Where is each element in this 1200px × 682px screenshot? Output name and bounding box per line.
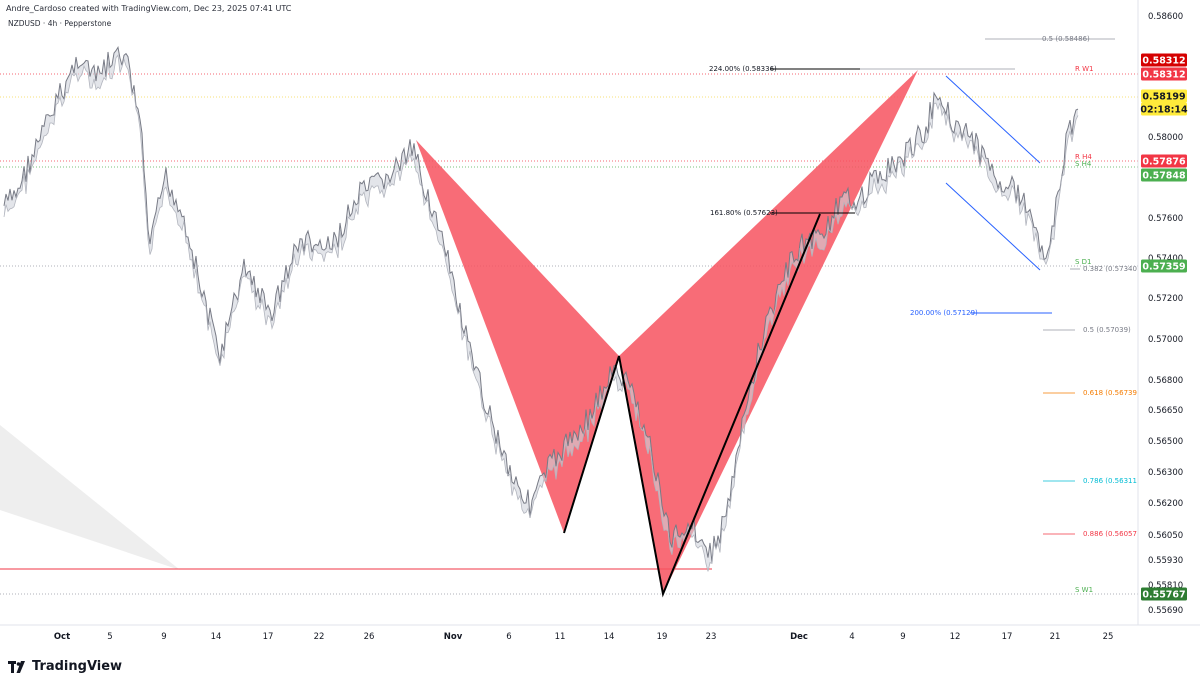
footer: TradingView bbox=[0, 652, 1200, 682]
x-tick-label: 26 bbox=[364, 632, 375, 642]
y-tick-label: 0.56800 bbox=[1148, 376, 1183, 386]
price-tag: 0.58312 bbox=[1141, 67, 1187, 81]
fib-label-5: 0.5 (0.57039) bbox=[1083, 326, 1131, 334]
y-tick-label: 0.56650 bbox=[1148, 406, 1183, 416]
x-tick-label: 17 bbox=[263, 632, 274, 642]
fib-label-1: 224.00% (0.58336) bbox=[709, 65, 777, 73]
x-tick-label: 19 bbox=[657, 632, 668, 642]
harmonic-xab-triangle bbox=[416, 140, 619, 533]
tradingview-logo-text: TradingView bbox=[32, 659, 123, 674]
tradingview-logo[interactable]: TradingView bbox=[8, 659, 122, 674]
price-tag: 0.57876 bbox=[1141, 154, 1187, 168]
x-tick-label: 4 bbox=[849, 632, 854, 642]
abcd-legs bbox=[563, 213, 821, 598]
fib-label-6: 0.618 (0.56739) bbox=[1083, 389, 1140, 397]
channel-upper bbox=[945, 75, 1041, 164]
price-tag-text: 0.57848 bbox=[1142, 171, 1186, 182]
x-tick-label: Nov bbox=[444, 632, 463, 642]
price-tag: 0.57848 bbox=[1141, 168, 1187, 182]
x-tick-label: 5 bbox=[107, 632, 112, 642]
fib-levels: 0.5 (0.58486) 224.00% (0.58336) 161.80% … bbox=[709, 35, 1140, 538]
level-label-1: R H4 bbox=[1075, 153, 1092, 161]
price-tag: 0.58312 bbox=[1141, 53, 1187, 67]
time-axis[interactable]: Oct 5 9 14 17 22 26 Nov 6 11 14 19 23 Dec 4 9 12 17 21 25 bbox=[0, 624, 1200, 642]
fib-label-4: 200.00% (0.57129) bbox=[910, 309, 978, 317]
tradingview-logo-icon bbox=[8, 660, 25, 673]
price-tag: 0.55767 bbox=[1141, 587, 1187, 601]
x-tick-label: 14 bbox=[211, 632, 222, 642]
y-tick-label: 0.56300 bbox=[1148, 468, 1183, 478]
y-tick-label: 0.56200 bbox=[1148, 499, 1183, 509]
y-tick-label: 0.55930 bbox=[1148, 556, 1183, 566]
price-chart[interactable]: 0.5 (0.58486) 224.00% (0.58336) 161.80% … bbox=[0, 0, 1200, 652]
price-axis[interactable]: 0.586000.584000.580000.578000.576000.574… bbox=[1137, 0, 1188, 625]
x-tick-label: 25 bbox=[1103, 632, 1114, 642]
price-tag-text: 0.57876 bbox=[1142, 157, 1186, 168]
x-tick-label: 12 bbox=[950, 632, 961, 642]
y-tick-label: 0.57000 bbox=[1148, 335, 1183, 345]
y-tick-label: 0.56500 bbox=[1148, 437, 1183, 447]
x-tick-label: 22 bbox=[314, 632, 325, 642]
price-tag: 0.57359 bbox=[1141, 259, 1187, 273]
y-tick-label: 0.55810 bbox=[1148, 581, 1183, 591]
x-tick-label: 6 bbox=[506, 632, 511, 642]
channel-lower bbox=[945, 182, 1041, 271]
fib-label-7: 0.786 (0.56311) bbox=[1083, 477, 1140, 485]
x-tick-label: 21 bbox=[1050, 632, 1061, 642]
x-tick-label: 23 bbox=[706, 632, 717, 642]
y-tick-label: 0.56050 bbox=[1148, 531, 1183, 541]
fib-label-2: 161.80% (0.57623) bbox=[710, 209, 778, 217]
price-tag-text: 02:18:14 bbox=[1140, 105, 1188, 116]
x-tick-label: 17 bbox=[1002, 632, 1013, 642]
price-tag-text: 0.58199 bbox=[1142, 92, 1185, 103]
fib-label-3: 0.382 (0.57340) bbox=[1083, 265, 1140, 273]
y-tick-label: 0.58000 bbox=[1148, 133, 1183, 143]
price-tag: 0.58199 bbox=[1141, 89, 1187, 103]
pivot-labels: R W1 R H4 S H4 S D1 S W1 bbox=[1075, 65, 1093, 594]
plot-area[interactable]: 0.5 (0.58486) 224.00% (0.58336) 161.80% … bbox=[0, 35, 1140, 598]
price-tag-text: 0.57359 bbox=[1142, 262, 1185, 273]
y-tick-label: 0.57400 bbox=[1148, 254, 1183, 264]
price-line-primary bbox=[3, 46, 1079, 563]
x-tick-label: 9 bbox=[900, 632, 905, 642]
price-tag-text: 0.58312 bbox=[1142, 56, 1185, 67]
x-tick-label: 9 bbox=[161, 632, 166, 642]
x-tick-label: Dec bbox=[790, 632, 808, 642]
y-tick-label: 0.57200 bbox=[1148, 294, 1183, 304]
x-tick-label: 11 bbox=[555, 632, 566, 642]
symbol-legend[interactable]: NZDUSD · 4h · Pepperstone bbox=[8, 19, 112, 28]
price-tag: 02:18:14 bbox=[1140, 102, 1188, 116]
y-tick-label: 0.58600 bbox=[1148, 12, 1183, 22]
fib-label-8: 0.886 (0.56057) bbox=[1083, 530, 1140, 538]
level-lines bbox=[0, 73, 1138, 595]
price-tag-text: 0.55767 bbox=[1142, 590, 1185, 601]
fib-label-0: 0.5 (0.58486) bbox=[1042, 35, 1090, 43]
y-tick-label: 0.57600 bbox=[1148, 214, 1183, 224]
y-tick-label: 0.55690 bbox=[1148, 606, 1183, 616]
x-tick-label: Oct bbox=[54, 632, 70, 642]
chart-credit: Andre_Cardoso created with TradingView.c… bbox=[6, 4, 292, 13]
price-tag-text: 0.58312 bbox=[1142, 70, 1185, 81]
level-label-0: R W1 bbox=[1075, 65, 1093, 73]
gray-wedge-drawing bbox=[0, 425, 180, 570]
x-tick-label: 14 bbox=[604, 632, 615, 642]
level-label-4: S W1 bbox=[1075, 586, 1093, 594]
level-label-2: S H4 bbox=[1075, 160, 1092, 168]
price-line-secondary bbox=[3, 54, 1079, 572]
level-label-3: S D1 bbox=[1075, 258, 1092, 266]
